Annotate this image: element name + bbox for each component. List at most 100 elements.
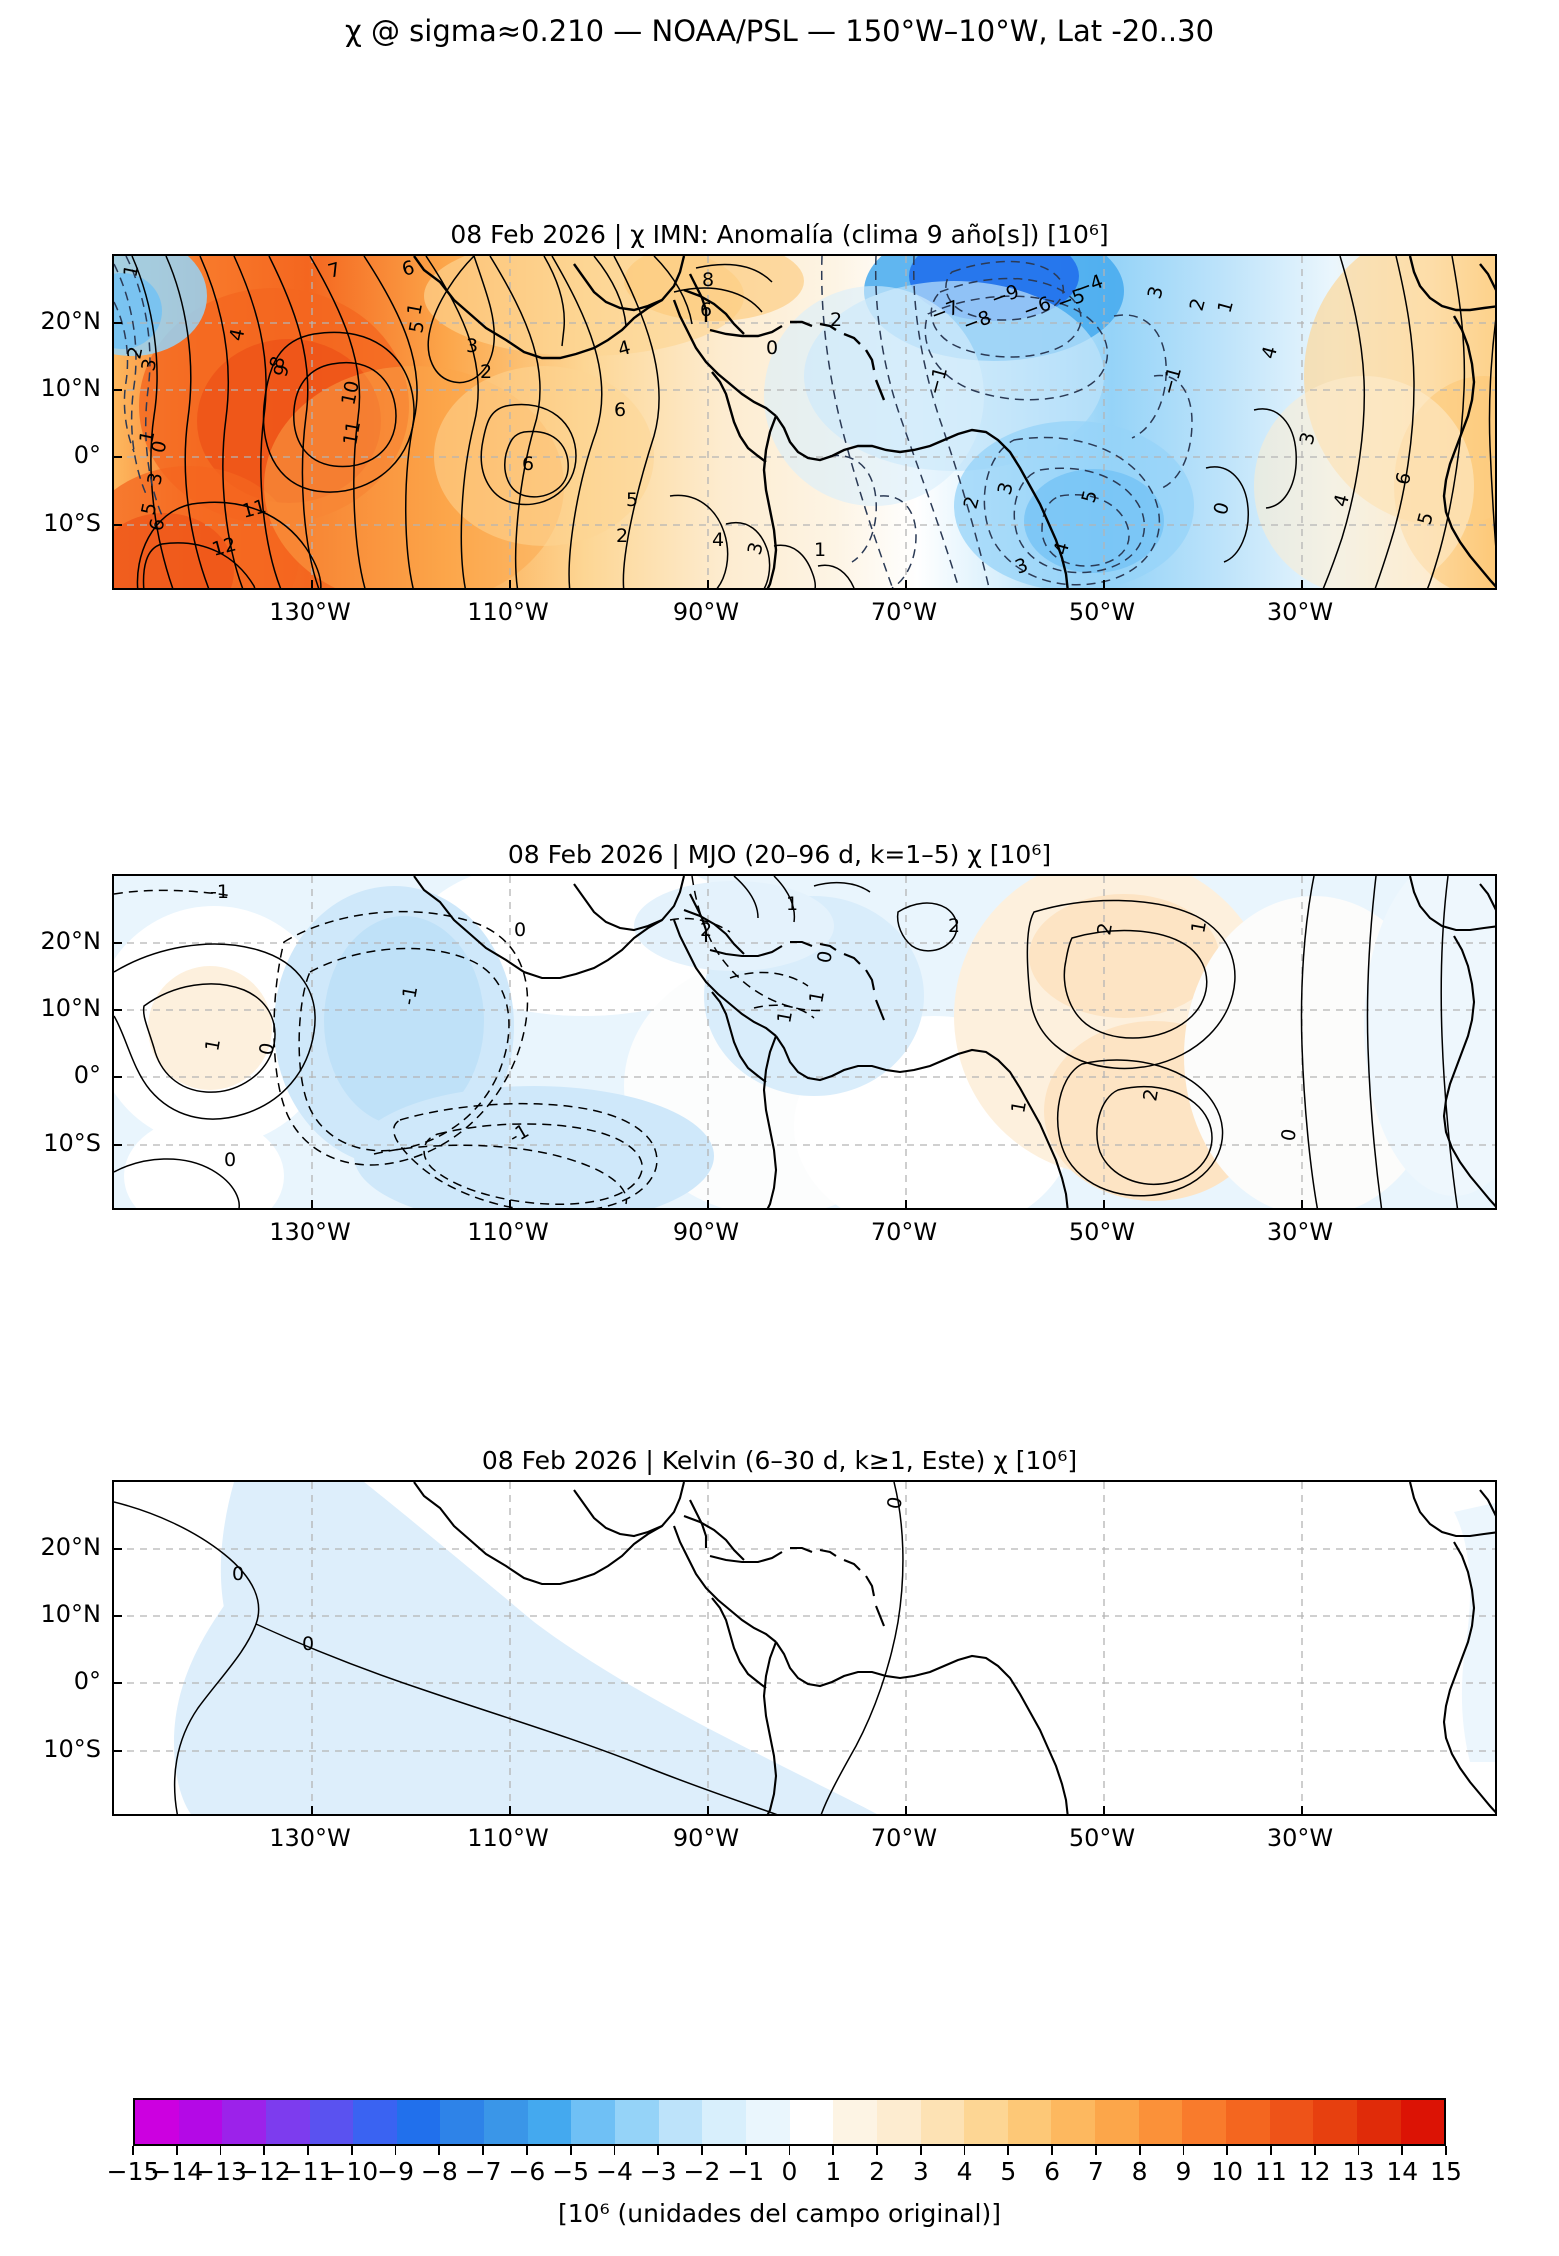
svg-text:2: 2: [1139, 1087, 1163, 1103]
panel-mjo-map: -1 1 0 -1 -1 0 0 2 1 1 1 0 2 2 1: [114, 876, 1495, 1208]
colorbar-tickmark: [1445, 2146, 1447, 2155]
axis-tickmark-y: [114, 524, 122, 526]
colorbar-cell: [571, 2100, 616, 2144]
axis-tickmark-y: [114, 322, 122, 324]
svg-text:2: 2: [1093, 921, 1117, 937]
panel-anomaly-axes[interactable]: 1 3 2 4 8 9 10 11 11 12 1 0 3 5: [112, 254, 1497, 590]
colorbar-cell: [396, 2100, 441, 2144]
svg-text:1: 1: [1187, 919, 1211, 935]
panel-kelvin-map: 0 0 0: [114, 1482, 1495, 1814]
colorbar-cell: [135, 2100, 179, 2144]
colorbar-ticklabel: −4: [595, 2157, 633, 2186]
svg-text:1: 1: [1007, 1099, 1031, 1115]
colorbar-tickmark: [175, 2146, 178, 2155]
xtick-90w: 90°W: [672, 598, 740, 626]
ytick-0: 0°: [73, 1667, 101, 1695]
colorbar-ticklabel: 10: [1211, 2157, 1244, 2186]
xtick-90w: 90°W: [672, 1824, 740, 1852]
svg-text:1: 1: [135, 429, 159, 445]
xtick-70w: 70°W: [870, 598, 938, 626]
colorbar-tickmark: [1357, 2146, 1360, 2155]
colorbar[interactable]: −15 −14 −13 −12 −11 −10 −9 −8 −7 −6 −5 −4 −3 −2 −1 0 1 2 3…: [107, 2098, 1462, 2186]
svg-text:6: 6: [145, 517, 169, 533]
svg-text:1: 1: [201, 1037, 225, 1053]
ytick-20n: 20°N: [40, 1533, 102, 1561]
contours-zero: [114, 1482, 904, 1814]
colorbar-cell: [178, 2100, 223, 2144]
colorbar-ticklabel: −5: [552, 2157, 590, 2186]
panel-mjo-title: 08 Feb 2026 | MJO (20–96 d, k=1–5) χ [10…: [507, 840, 1052, 869]
coastlines: [413, 1482, 1495, 1814]
colorbar-tickmark: [919, 2146, 922, 2155]
colorbar-tickmark: [1226, 2146, 1229, 2155]
xtick-50w: 50°W: [1068, 598, 1136, 626]
ytick-20n: 20°N: [40, 307, 102, 335]
svg-text:0: 0: [813, 949, 837, 965]
xtick-50w: 50°W: [1068, 1218, 1136, 1246]
svg-text:1: 1: [805, 989, 829, 1005]
colorbar-ticklabel: 15: [1430, 2157, 1462, 2186]
colorbar-cell: [1400, 2100, 1445, 2144]
svg-text:0: 0: [1277, 1127, 1301, 1143]
colorbar-cell: [1356, 2100, 1401, 2144]
svg-text:10: 10: [337, 379, 364, 407]
svg-text:7: 7: [326, 258, 343, 282]
colorbar-tickmark: [1270, 2146, 1272, 2155]
colorbar-ticklabel: −10: [325, 2157, 379, 2186]
axis-tickmark-x: [905, 1200, 907, 1208]
svg-text:3: 3: [744, 540, 768, 557]
axis-tickmark-y: [114, 1144, 122, 1146]
colorbar-ticklabel: 2: [869, 2157, 885, 2186]
svg-text:6: 6: [700, 299, 712, 321]
panel-anomaly-xticks: 130°W 110°W 90°W 70°W 50°W 30°W: [112, 598, 1497, 636]
contour-labels: 0 0 0: [232, 1495, 907, 1655]
colorbar-ticklabel: 6: [1044, 2157, 1061, 2186]
svg-text:-1: -1: [210, 881, 229, 903]
colorbar-tickmark: [1094, 2146, 1097, 2155]
axis-tickmark-x: [707, 580, 709, 588]
colorbar-ticklabel: 9: [1175, 2157, 1192, 2186]
colorbar-strip[interactable]: [133, 2098, 1446, 2146]
panel-anomaly: 08 Feb 2026 | χ IMN: Anomalía (clima 9 a…: [0, 220, 1559, 626]
axis-tickmark-y: [114, 1682, 122, 1684]
axis-tickmark-x: [1103, 1200, 1105, 1208]
axis-tickmark-y: [114, 456, 122, 458]
svg-text:4: 4: [1330, 492, 1354, 509]
colorbar-cell: [1138, 2100, 1183, 2144]
ytick-10s: 10°S: [43, 509, 101, 537]
coastlines: [413, 876, 1495, 1208]
colorbar-ticklabel: −15: [106, 2157, 160, 2186]
contours-positive: [114, 876, 1459, 1208]
svg-text:11: 11: [339, 419, 365, 447]
ytick-10n: 10°N: [40, 994, 102, 1022]
panel-mjo-yticks: 20°N 10°N 0° 10°S: [32, 874, 112, 1210]
colorbar-tickmark: [1313, 2146, 1316, 2155]
colorbar-tickmark: [701, 2146, 703, 2155]
axis-tickmark-y: [114, 1750, 122, 1752]
colorbar-tickmark: [876, 2146, 878, 2155]
colorbar-cell: [702, 2100, 746, 2144]
colorbar-cell: [309, 2100, 354, 2144]
svg-text:0: 0: [514, 919, 526, 941]
colorbar-tickmark: [438, 2146, 441, 2155]
panel-mjo-axes[interactable]: -1 1 0 -1 -1 0 0 2 1 1 1 0 2 2 1: [112, 874, 1497, 1210]
axis-tickmark-x: [1301, 580, 1303, 588]
colorbar-ticklabel: −2: [683, 2157, 721, 2186]
colorbar-cell: [1182, 2100, 1227, 2144]
svg-text:2: 2: [948, 915, 960, 937]
panel-anomaly-map: 1 3 2 4 8 9 10 11 11 12 1 0 3 5: [114, 256, 1495, 588]
colorbar-tickmark: [482, 2146, 485, 2155]
axis-tickmark-x: [905, 1806, 907, 1814]
svg-text:3: 3: [1296, 430, 1320, 447]
axis-tickmark-x: [509, 1806, 511, 1814]
svg-text:2: 2: [830, 309, 842, 331]
panel-kelvin-axes[interactable]: 0 0 0: [112, 1480, 1497, 1816]
colorbar-ticklabel: 13: [1342, 2157, 1375, 2186]
colorbar-ticklabel: 8: [1131, 2157, 1148, 2186]
colorbar-cell: [484, 2100, 528, 2144]
svg-text:2: 2: [480, 361, 492, 383]
colorbar-tickmark: [1138, 2146, 1141, 2155]
panel-anomaly-yticks: 20°N 10°N 0° 10°S: [32, 254, 112, 590]
svg-text:1: 1: [119, 263, 143, 279]
colorbar-tickmark: [307, 2146, 309, 2155]
